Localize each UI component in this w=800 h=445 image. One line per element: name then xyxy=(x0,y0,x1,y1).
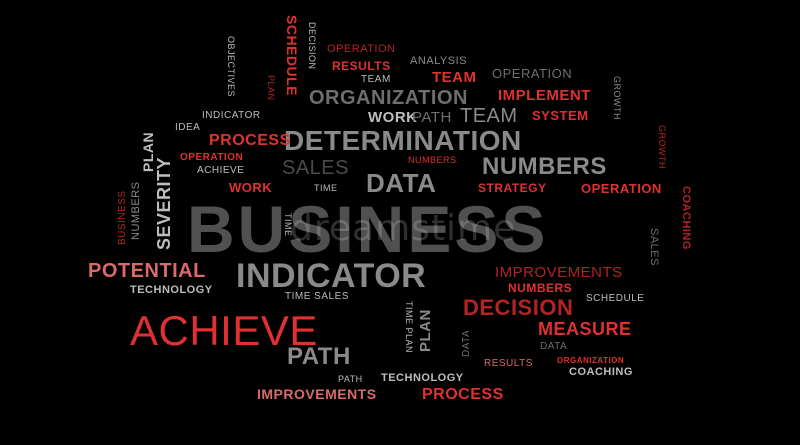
word-achieve-large: ACHIEVE xyxy=(130,307,318,354)
word-path-mid: PATH xyxy=(412,109,452,126)
word-system: SYSTEM xyxy=(532,108,589,123)
word-implement: IMPLEMENT xyxy=(498,87,591,104)
word-technology-bottom: TECHNOLOGY xyxy=(381,372,464,384)
word-data-bottom-v: DATA xyxy=(461,329,472,357)
word-operation-right: OPERATION xyxy=(581,181,662,196)
word-numbers-small-mid: NUMBERS xyxy=(408,155,457,165)
word-schedule-right: SCHEDULE xyxy=(586,293,645,304)
word-plan-top-v: PLAN xyxy=(266,75,276,101)
word-team-grey: TEAM xyxy=(460,105,518,127)
word-achieve-small: ACHIEVE xyxy=(197,165,245,176)
word-organization: ORGANIZATION xyxy=(309,87,468,109)
word-sales-right-v: SALES xyxy=(648,228,660,266)
word-decision-mid: DECISION xyxy=(463,295,574,320)
word-plan-mid-v: PLAN xyxy=(417,309,434,352)
word-data-small: DATA xyxy=(540,341,568,352)
word-operation-top: OPERATION xyxy=(327,43,396,55)
word-operation-left: OPERATION xyxy=(180,152,244,163)
word-sales-mid: SALES xyxy=(282,157,349,179)
dreamstime-watermark: dreamstime xyxy=(290,208,517,249)
word-numbers-large: NUMBERS xyxy=(482,153,607,180)
word-indicator-small: INDICATOR xyxy=(202,110,261,121)
word-measure: MEASURE xyxy=(538,319,632,339)
word-work-red: WORK xyxy=(229,180,273,195)
word-numbers-right: NUMBERS xyxy=(508,281,573,295)
word-path-small: PATH xyxy=(338,374,363,384)
word-indicator-large: INDICATOR xyxy=(236,257,427,295)
word-coaching-bottom: COACHING xyxy=(569,366,633,378)
word-strategy: STRATEGY xyxy=(478,181,547,195)
word-time-mid: TIME xyxy=(314,183,338,193)
word-growth-right-v: GROWTH xyxy=(657,125,667,169)
word-process-bottom: PROCESS xyxy=(422,386,504,403)
word-results-top: RESULTS xyxy=(332,59,391,73)
word-team-small: TEAM xyxy=(361,74,391,85)
word-time-plan-v: TIME PLAN xyxy=(404,301,414,354)
word-growth-top-v: GROWTH xyxy=(612,76,622,120)
word-time-sales: TIME SALES xyxy=(285,291,349,302)
word-business: BUSINESS xyxy=(187,192,549,266)
word-technology-left: TECHNOLOGY xyxy=(130,284,213,296)
word-schedule-top-v: SCHEDULE xyxy=(284,15,300,97)
word-improvements-top: IMPROVEMENTS xyxy=(495,264,623,281)
word-improvements-bottom: IMPROVEMENTS xyxy=(257,386,377,402)
word-plan-left-v: PLAN xyxy=(140,131,156,172)
word-coaching-v: COACHING xyxy=(680,186,692,250)
word-objectives-v: OBJECTIVES xyxy=(226,36,236,98)
word-operation-right-top: OPERATION xyxy=(492,66,573,81)
word-path-large: PATH xyxy=(287,343,351,370)
word-business-left-v: BUSINESS xyxy=(117,190,128,245)
word-analysis: ANALYSIS xyxy=(410,55,467,67)
word-idea: IDEA xyxy=(175,122,201,133)
word-determination: DETERMINATION xyxy=(284,125,522,156)
word-results-bottom: RESULTS xyxy=(484,358,533,369)
word-potential: POTENTIAL xyxy=(88,260,206,282)
word-numbers-left-v: NUMBERS xyxy=(130,181,142,240)
word-process-left: PROCESS xyxy=(209,132,291,149)
word-decision-top-v: DECISION xyxy=(307,22,317,70)
word-severity-v: SEVERITY xyxy=(154,156,174,250)
word-data-large: DATA xyxy=(366,168,437,198)
word-team-red: TEAM xyxy=(432,69,477,86)
word-organization-small: ORGANIZATION xyxy=(557,356,625,365)
word-work-mid: WORK xyxy=(368,109,418,126)
